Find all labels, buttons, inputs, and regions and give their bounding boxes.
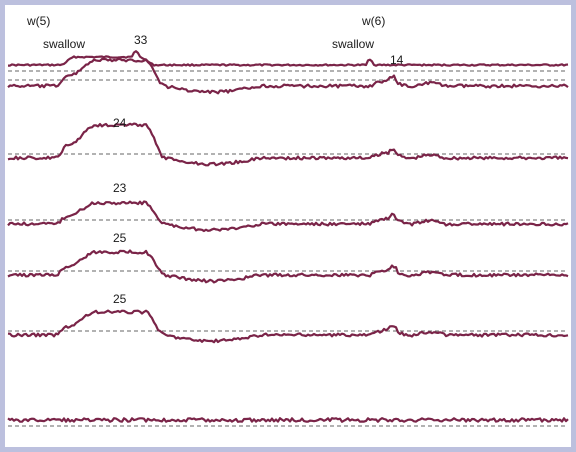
pressure-trace-channel-4: [7, 200, 569, 233]
peak-label-channel-5: 25: [113, 231, 127, 245]
pressure-trace-channel-7: [7, 417, 569, 423]
peak-label-channel-6: 25: [113, 292, 127, 306]
pressure-trace-channel-2: [7, 57, 569, 95]
peak-label-channel-1: 33: [134, 33, 148, 47]
swallow-2-marker: w(6): [362, 14, 386, 28]
peak-label-channel-3: 24: [113, 116, 127, 130]
swallow-1-marker: w(5): [27, 14, 51, 28]
peak-label-channel-4: 23: [113, 181, 127, 195]
pressure-trace-channel-3: [7, 122, 569, 167]
pressure-trace-channel-1: [8, 50, 569, 67]
pressure-trace-channel-5: [7, 249, 569, 284]
pressure-trace-channel-6: [7, 309, 569, 344]
peak-label-channel-2: 14: [390, 53, 404, 67]
swallow-1-label: swallow: [43, 37, 86, 51]
swallow-2-label: swallow: [332, 37, 375, 51]
